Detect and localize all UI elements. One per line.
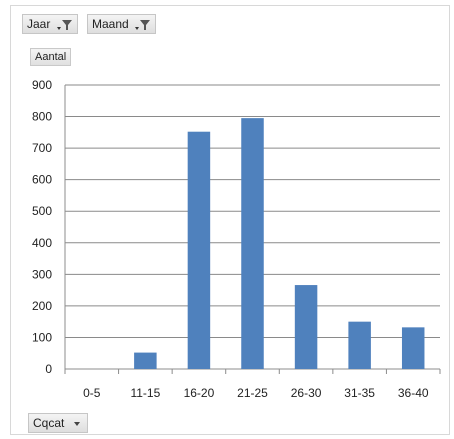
axis-field-cqcat[interactable]: Cqcat: [28, 413, 88, 433]
dropdown-arrow-icon: [73, 421, 80, 426]
value-field-label: Aantal: [35, 51, 67, 63]
filter-field-maand[interactable]: Maand: [87, 14, 157, 34]
axis-field-label: Cqcat: [33, 416, 65, 430]
filter-dropdown-icon: [135, 19, 151, 30]
filter-dropdown-icon: [56, 19, 72, 30]
pivot-chart-frame: [10, 5, 450, 435]
filter-field-label: Maand: [92, 17, 129, 31]
filter-field-jaar[interactable]: Jaar: [22, 14, 78, 34]
filter-field-label: Jaar: [27, 17, 51, 31]
value-field-aantal[interactable]: Aantal: [30, 48, 72, 66]
